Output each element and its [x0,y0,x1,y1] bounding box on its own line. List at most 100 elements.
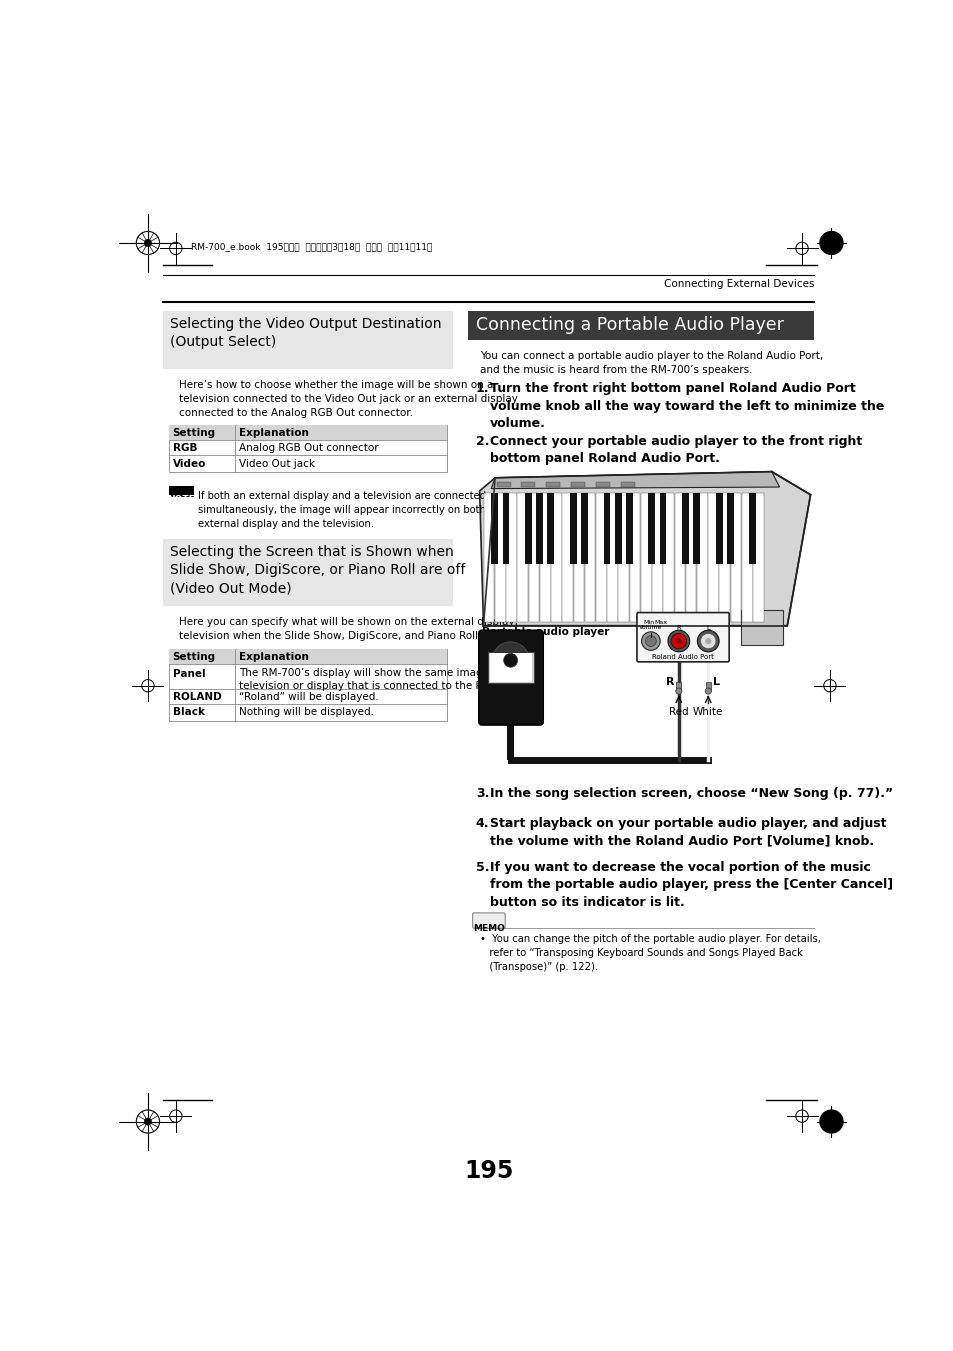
Text: Setting: Setting [172,428,215,438]
Bar [573,493,583,621]
Bar [618,493,628,621]
Text: In the song selection screen, choose “New Song (p. 77).”: In the song selection screen, choose “Ne… [489,788,892,800]
Bar [741,493,752,621]
Bar [546,482,559,488]
Text: Selecting the Screen that is Shown when
Slide Show, DigiScore, or Piano Roll are: Selecting the Screen that is Shown when … [170,544,464,596]
Circle shape [645,636,656,646]
Bar [730,493,740,621]
Text: Black: Black [172,708,205,717]
Text: 195: 195 [464,1159,513,1183]
Text: If both an external display and a television are connected
simultaneously, the i: If both an external display and a televi… [198,490,505,528]
Bar [569,493,576,563]
Bar [536,493,542,563]
Bar [625,493,632,563]
Polygon shape [491,471,779,489]
FancyBboxPatch shape [478,631,542,725]
Bar [524,493,531,563]
Text: White: White [692,707,722,716]
Bar [163,311,452,369]
Bar [640,493,651,621]
Text: Volume: Volume [639,626,662,630]
Bar [169,648,447,721]
Bar [506,721,514,761]
Text: •  You can change the pitch of the portable audio player. For details,
   refer : • You can change the pitch of the portab… [479,935,820,973]
Text: Max: Max [654,620,667,626]
Circle shape [704,688,711,694]
Text: Panel: Panel [172,669,205,678]
Bar [603,493,610,563]
Text: Nothing will be displayed.: Nothing will be displayed. [238,708,374,717]
Text: 3.: 3. [476,788,489,800]
Text: R: R [676,626,680,631]
Bar [489,654,532,682]
Text: RGB: RGB [172,443,197,453]
Bar [707,493,719,621]
Bar [685,493,696,621]
Bar [497,482,510,488]
Text: 5.: 5. [476,861,489,874]
Circle shape [819,1111,842,1133]
Bar [521,482,535,488]
FancyBboxPatch shape [472,913,505,928]
Bar [517,493,528,621]
Bar [681,493,688,563]
Text: If you want to decrease the vocal portion of the music
from the portable audio p: If you want to decrease the vocal portio… [489,861,892,908]
Bar [506,493,517,621]
Bar [169,648,447,665]
Polygon shape [479,471,810,626]
Text: Connecting External Devices: Connecting External Devices [663,280,814,289]
Bar [551,493,561,621]
Bar [705,682,710,692]
Bar [468,311,814,340]
Bar [483,493,494,621]
Bar [561,493,573,621]
Text: The RM-700’s display will show the same image as the
television or display that : The RM-700’s display will show the same … [238,667,523,692]
Text: Turn the front right bottom panel Roland Audio Port
volume knob all the way towa: Turn the front right bottom panel Roland… [489,382,883,431]
Text: Connecting a Portable Audio Player: Connecting a Portable Audio Player [476,316,782,334]
Bar [620,482,634,488]
Text: RM-700_e.book  195ページ  ２００９年3月18日  水曜日  午前11時11分: RM-700_e.book 195ページ ２００９年3月18日 水曜日 午前11… [191,242,432,251]
Circle shape [675,638,681,644]
Text: Analog RGB Out connector: Analog RGB Out connector [238,443,377,453]
Bar [502,493,509,563]
Bar [614,493,620,563]
Bar [596,482,609,488]
Bar [629,493,639,621]
Text: You can connect a portable audio player to the Roland Audio Port,
and the music : You can connect a portable audio player … [479,351,822,374]
Bar [169,424,447,440]
Bar [715,493,721,563]
Bar [580,493,587,563]
Text: Portable audio player: Portable audio player [481,627,609,638]
Bar [662,493,674,621]
Circle shape [641,632,659,650]
Text: Start playback on your portable audio player, and adjust
the volume with the Rol: Start playback on your portable audio pl… [489,816,885,847]
FancyBboxPatch shape [637,612,728,662]
Text: Selecting the Video Output Destination
(Output Select): Selecting the Video Output Destination (… [170,317,440,350]
Text: Here you can specify what will be shown on the external display,
television when: Here you can specify what will be shown … [179,617,517,642]
Text: L: L [712,677,720,688]
Text: “Roland” will be displayed.: “Roland” will be displayed. [238,692,378,703]
Text: L: L [705,626,709,631]
Circle shape [675,688,681,694]
Bar [539,493,550,621]
Circle shape [144,1117,152,1125]
Circle shape [136,231,159,254]
Bar [648,493,655,563]
Circle shape [697,631,719,651]
Bar [488,651,534,684]
Bar [749,493,756,563]
Bar [584,493,595,621]
Text: ROLAND: ROLAND [172,692,221,703]
Bar [676,682,680,692]
Bar [571,482,584,488]
Bar [693,493,700,563]
Circle shape [704,638,711,644]
Bar [169,424,447,473]
Circle shape [136,1111,159,1133]
Circle shape [144,239,152,247]
Circle shape [700,634,716,648]
Bar [719,493,729,621]
Bar [491,493,497,563]
Bar [652,493,662,621]
Text: R: R [665,677,674,688]
